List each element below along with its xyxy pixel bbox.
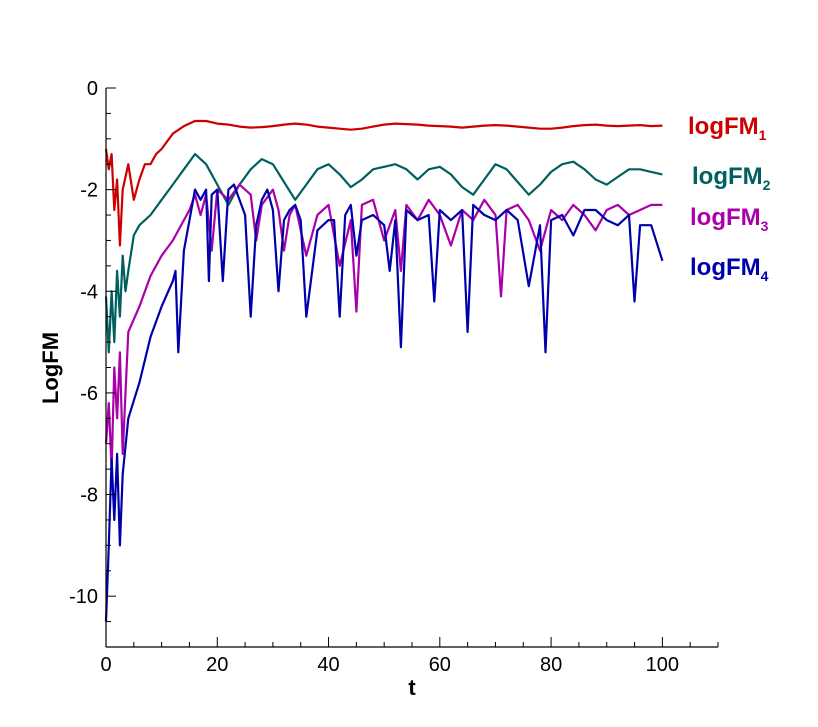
y-axis-title: LogFM xyxy=(38,332,63,404)
legend-item-4: logFM4 xyxy=(690,254,769,284)
x-tick-label: 80 xyxy=(540,654,562,676)
x-tick-label: 40 xyxy=(317,654,339,676)
legend-item-3: logFM3 xyxy=(690,204,769,234)
tick-marks xyxy=(105,87,719,648)
series-line-2 xyxy=(104,153,663,354)
legend: logFM1 logFM2 logFM3 logFM4 xyxy=(688,113,771,284)
y-tick-label: -10 xyxy=(69,586,98,608)
x-tick-label: 0 xyxy=(100,654,111,676)
legend-subscript: 3 xyxy=(761,218,769,234)
x-axis-title: t xyxy=(408,675,416,700)
y-tick-label: -8 xyxy=(80,485,98,507)
legend-subscript: 4 xyxy=(761,268,769,284)
series-line-1 xyxy=(104,119,663,247)
legend-subscript: 2 xyxy=(763,177,771,193)
x-tick-label: 60 xyxy=(429,654,451,676)
y-tick-label: 0 xyxy=(87,78,98,100)
series-line-4 xyxy=(104,183,664,622)
tick-labels: 0 20 40 60 80 100 0 -2 -4 -6 -8 -10 xyxy=(69,78,679,676)
series-line-3 xyxy=(104,183,663,471)
legend-item-1: logFM1 xyxy=(688,113,767,143)
x-tick-label: 20 xyxy=(206,654,228,676)
legend-subscript: 1 xyxy=(759,127,767,143)
plot-lines xyxy=(104,119,664,622)
y-tick-label: -2 xyxy=(80,180,98,202)
legend-item-2: logFM2 xyxy=(692,163,771,193)
y-tick-label: -4 xyxy=(80,281,98,303)
x-tick-label: 100 xyxy=(646,654,679,676)
y-tick-label: -6 xyxy=(80,383,98,405)
